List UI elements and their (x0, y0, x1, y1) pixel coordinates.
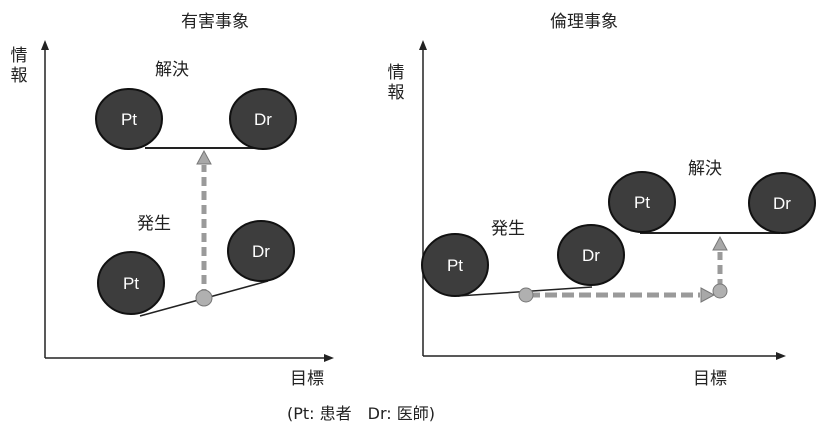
right-top-dr-node: Dr (748, 172, 816, 234)
node-label: Dr (252, 242, 270, 261)
left-top-dr-node: Dr (229, 88, 297, 150)
left-y-axis-label: 情報 (10, 46, 28, 86)
left-up-arrowhead-icon (196, 149, 212, 165)
right-x-axis-label: 目標 (693, 369, 727, 389)
right-x-axis-arrowhead-icon (776, 352, 786, 360)
right-turn-dot (712, 283, 728, 299)
right-bottom-pt-node: Pt (421, 233, 489, 297)
left-resolution-label: 解決 (155, 60, 189, 80)
left-panel-title: 有害事象 (181, 12, 249, 32)
left-occurrence-label: 発生 (137, 214, 171, 234)
node-label: Dr (254, 110, 272, 129)
left-origin-dot (195, 289, 213, 307)
left-bottom-dr-node: Dr (227, 220, 295, 282)
legend-caption: (Pt: 患者 Dr: 医師) (287, 404, 435, 423)
node-label: Pt (121, 110, 137, 129)
right-y-axis-label: 情報 (387, 63, 405, 103)
node-label: Dr (773, 194, 791, 213)
node-label: Pt (123, 274, 139, 293)
left-top-pt-node: Pt (95, 88, 163, 150)
left-x-axis-arrowhead-icon (324, 354, 334, 362)
right-up-arrowhead-icon (712, 235, 728, 251)
left-x-axis-label: 目標 (290, 369, 324, 389)
right-y-axis-arrowhead-icon (419, 40, 427, 50)
node-label: Pt (634, 193, 650, 212)
left-bottom-pt-node: Pt (97, 251, 165, 315)
right-occurrence-label: 発生 (491, 219, 525, 239)
right-right-arrowhead-icon (700, 287, 716, 303)
right-resolution-label: 解決 (688, 159, 722, 179)
right-panel-title: 倫理事象 (550, 12, 618, 32)
node-label: Pt (447, 256, 463, 275)
left-y-axis-arrowhead-icon (41, 40, 49, 50)
right-top-pt-node: Pt (608, 171, 676, 233)
right-bottom-dr-node: Dr (557, 224, 625, 286)
node-label: Dr (582, 246, 600, 265)
right-origin-dot (518, 287, 534, 303)
